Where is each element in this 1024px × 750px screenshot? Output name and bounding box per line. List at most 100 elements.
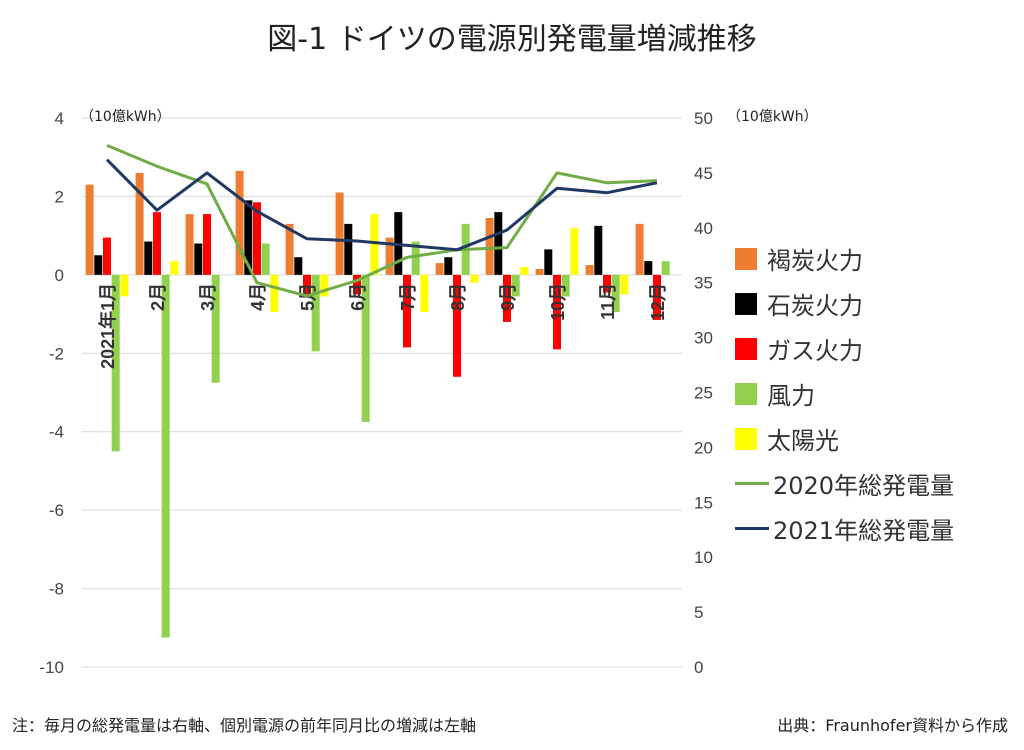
bar-太陽光 <box>570 227 579 275</box>
bar-太陽光 <box>270 274 279 313</box>
bar-風力 <box>511 274 520 297</box>
bar-石炭火力 <box>494 212 503 275</box>
bar-石炭火力 <box>544 249 553 275</box>
legend-label: 風力 <box>767 382 815 410</box>
footer-source: 出典：Fraunhofer資料から作成 <box>777 716 1008 735</box>
legend-item: 太陽光 <box>735 416 954 461</box>
bar-風力 <box>211 274 220 383</box>
left-axis-tick-label: 4 <box>55 109 64 128</box>
bar-太陽光 <box>320 274 329 297</box>
bar-褐炭火力 <box>485 217 494 275</box>
category-label: 2月 <box>148 283 168 311</box>
left-axis-tick-label: -10 <box>39 658 64 677</box>
right-axis-tick-label: 35 <box>694 274 713 293</box>
legend-label: 石炭火力 <box>767 292 863 320</box>
bar-ガス火力 <box>303 274 311 297</box>
bar-褐炭火力 <box>585 265 594 275</box>
category-label: 3月 <box>198 283 218 311</box>
bar-太陽光 <box>370 214 379 275</box>
bar-石炭火力 <box>644 261 653 275</box>
bar-ガス火力 <box>453 274 461 377</box>
bar-石炭火力 <box>194 243 203 275</box>
category-label: 8月 <box>448 283 468 311</box>
bar-褐炭火力 <box>385 237 394 275</box>
bar-褐炭火力 <box>135 172 144 275</box>
bar-ガス火力 <box>203 214 211 275</box>
right-axis-tick-label: 40 <box>694 219 713 238</box>
left-axis-tick-label: 0 <box>55 266 64 285</box>
footer-note: 注：毎月の総発電量は右軸、個別電源の前年同月比の増減は左軸 <box>12 716 477 735</box>
bar-褐炭火力 <box>285 223 294 275</box>
line-2021年総発電量 <box>105 158 658 252</box>
bar-太陽光 <box>620 274 629 295</box>
legend-swatch <box>735 337 757 360</box>
legend-item: ガス火力 <box>735 326 954 371</box>
bar-太陽光 <box>120 274 129 297</box>
bar-風力 <box>661 261 670 275</box>
bar-褐炭火力 <box>85 184 94 275</box>
bar-石炭火力 <box>344 223 353 275</box>
bar-石炭火力 <box>444 257 453 275</box>
legend-label: 太陽光 <box>767 427 839 455</box>
right-axis-tick-label: 20 <box>694 438 713 457</box>
category-label: 12月 <box>648 283 668 321</box>
left-axis-tick-label: 2 <box>55 187 64 206</box>
bar-風力 <box>111 274 120 452</box>
category-label: 4月 <box>248 283 268 311</box>
legend-label: 2020年総発電量 <box>773 472 955 500</box>
bar-ガス火力 <box>653 274 661 320</box>
right-axis-tick-label: 5 <box>694 603 703 622</box>
bar-風力 <box>611 274 620 313</box>
bar-褐炭火力 <box>635 223 644 275</box>
bar-ガス火力 <box>403 274 411 348</box>
right-axis-tick-label: 25 <box>694 384 713 403</box>
left-axis-unit: （10億kWh） <box>80 109 171 125</box>
bar-ガス火力 <box>603 274 611 293</box>
chart-title: 図-1 ドイツの電源別発電量増減推移 <box>267 22 757 57</box>
bar-風力 <box>311 274 320 352</box>
left-axis-tick-label: -8 <box>49 580 64 599</box>
right-axis-unit: （10億kWh） <box>727 109 818 125</box>
bar-褐炭火力 <box>185 214 194 275</box>
bar-褐炭火力 <box>335 192 344 275</box>
bar-ガス火力 <box>553 274 561 350</box>
bar-太陽光 <box>170 261 179 275</box>
bar-太陽光 <box>420 274 429 313</box>
category-label: 6月 <box>348 283 368 311</box>
legend-item: 石炭火力 <box>735 281 954 326</box>
right-axis-tick-label: 15 <box>694 493 713 512</box>
bar-石炭火力 <box>144 241 153 275</box>
category-label: 11月 <box>598 283 618 320</box>
bar-石炭火力 <box>294 257 303 275</box>
right-axis-tick-label: 0 <box>694 658 703 677</box>
legend-swatch <box>735 427 757 450</box>
category-label: 7月 <box>398 283 418 311</box>
bar-石炭火力 <box>244 200 253 275</box>
legend-swatch <box>735 382 757 405</box>
bar-風力 <box>411 241 420 275</box>
bar-太陽光 <box>520 267 529 275</box>
bar-ガス火力 <box>153 212 161 275</box>
legend-swatch <box>735 482 769 485</box>
bar-褐炭火力 <box>435 263 444 275</box>
bar-風力 <box>261 243 270 275</box>
legend-label: ガス火力 <box>767 337 863 365</box>
bar-褐炭火力 <box>535 268 544 275</box>
bar-風力 <box>161 274 170 638</box>
legend-item: 2021年総発電量 <box>735 506 954 551</box>
bar-石炭火力 <box>94 255 103 275</box>
bar-石炭火力 <box>594 225 603 275</box>
right-axis-tick-label: 10 <box>694 548 713 567</box>
right-axis-tick-label: 45 <box>694 164 713 183</box>
bar-褐炭火力 <box>235 170 244 275</box>
bar-風力 <box>361 274 370 422</box>
left-axis-tick-label: -2 <box>49 344 64 363</box>
legend-label: 褐炭火力 <box>767 247 863 275</box>
bar-ガス火力 <box>353 274 361 295</box>
right-axis-tick-label: 30 <box>694 329 713 348</box>
category-label: 10月 <box>548 283 568 321</box>
chart-legend: 褐炭火力石炭火力ガス火力風力太陽光 2020年総発電量 2021年総発電量 <box>735 236 954 551</box>
legend-item: 2020年総発電量 <box>735 461 954 506</box>
legend-swatch <box>735 247 757 270</box>
bar-ガス火力 <box>503 274 511 322</box>
